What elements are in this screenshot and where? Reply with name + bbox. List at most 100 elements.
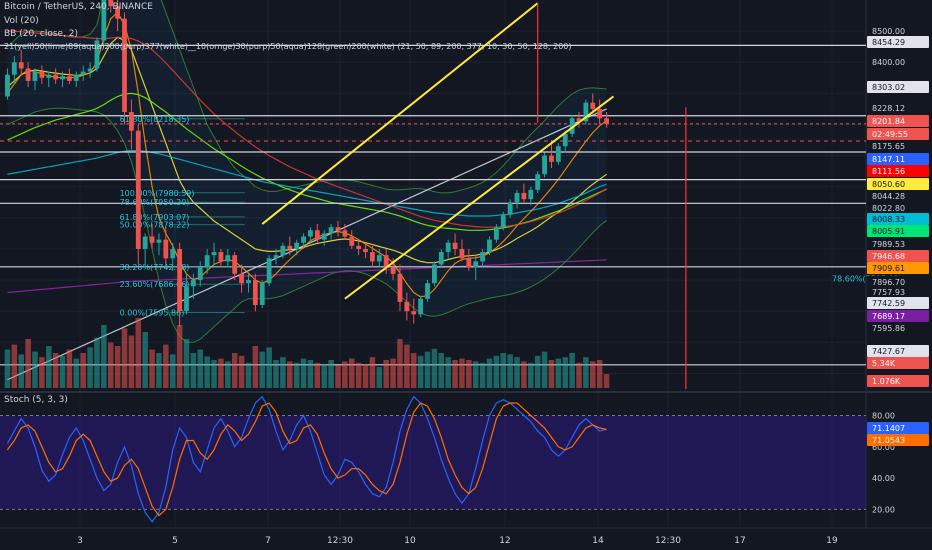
volume-bar [32,351,38,388]
volume-bar [114,346,121,388]
price-label: 8111.56 [872,167,905,176]
bollinger-indicator-label[interactable]: BB (20, close, 2) [4,29,79,39]
fib-level-label: 38.20%(7742.38) [120,263,190,272]
fib-level-label: 23.60%(7686.66) [120,280,190,289]
candle-body [431,264,437,284]
candle-body [514,192,520,203]
candle-body [252,280,258,305]
candle-body [487,239,492,253]
price-label: 1.076K [872,377,901,386]
symbol-title: Bitcoin / TetherUS, 240, BINANCE [4,2,153,12]
price-label: 8050.60 [872,180,905,189]
stochastic-indicator-label[interactable]: Stoch (5, 3, 3) [4,395,68,405]
volume-bar [404,344,410,388]
candle-body [225,255,231,262]
candle-body [273,255,279,259]
volume-bar [362,364,369,388]
candle-body [101,0,107,41]
volume-bar [259,351,265,388]
candle-body [590,102,596,109]
volume-bar [397,339,403,388]
volume-bar [521,361,527,388]
volume-indicator-label[interactable]: Vol (20) [4,16,39,26]
time-tick-label: 10 [404,536,416,546]
volume-bar [314,362,321,388]
volume-bar [231,353,238,388]
volume-bar [514,357,520,388]
candle-body [480,252,486,262]
candle-body [246,280,251,284]
fib-level-label: 78.60%(7950.20) [120,198,190,207]
price-label-box [867,81,929,93]
candle-body [87,68,93,72]
price-label-box [867,276,929,288]
volume-bar [273,360,279,388]
price-label: 7427.67 [872,347,905,356]
volume-bar [548,360,555,388]
bollinger-bands [7,0,607,343]
candle-body [177,248,183,312]
price-axis[interactable]: 8500.00 8400.00 8454.29 8303.02 8228.12 8201.… [867,27,929,514]
price-label: 5.34K [872,359,896,368]
candle-body [328,227,334,234]
candle-body [67,76,72,81]
trendline[interactable] [344,95,615,300]
volume-bar [266,347,272,388]
moving-average-line [7,259,607,294]
price-label-box [867,36,929,48]
trendline[interactable] [261,2,539,225]
trendlines[interactable] [261,2,687,389]
candle-body [25,68,31,81]
price-label: 7689.17 [872,312,905,321]
moving-average-indicator-label[interactable]: 21(yell)50(lime)89(aqua)200(purp)377(whi… [4,42,572,51]
candle-body [418,298,424,315]
stoch-line [6,395,607,523]
candle-body [190,280,196,287]
candle-body [521,192,527,200]
candlesticks [5,0,609,327]
price-label: 8228.12 [872,104,905,113]
price-label-box [867,310,929,322]
price-label: 7989.53 [872,240,905,249]
fib-level-label: 61.80%(7903.07) [120,213,190,222]
candle-body [528,189,534,200]
volume-bar [349,358,355,388]
candle-body [197,267,203,281]
price-label-box [867,322,929,334]
price-label-box [867,115,929,127]
candle-body [342,230,348,237]
volume-bar [596,360,603,388]
stoch-tick-label: 40.00 [872,474,895,483]
time-axis[interactable]: 3 5 7 12:30 10 12 14 12:30 17 19 [77,536,838,546]
volume-bar [142,332,148,388]
volume-bar [383,360,389,388]
volume-bar [445,357,451,388]
time-tick-label: 19 [826,536,838,546]
candle-body [390,267,396,274]
volume-bar [541,351,548,388]
price-label: 8175.65 [872,142,905,151]
volume-bar [438,353,445,388]
candle-body [335,227,341,231]
volume-bar [342,361,348,388]
volume-bar [507,354,513,388]
volume-bar [534,355,541,388]
volume-bar [569,353,575,388]
volume-bar [183,339,190,388]
candle-body [535,174,541,190]
candle-body [170,248,176,259]
candle-body [301,236,306,243]
price-label: 7896.70 [872,278,905,287]
volume-bar [555,358,562,388]
bollinger-upper [7,0,607,194]
candle-body [53,74,59,80]
candle-body [204,255,210,268]
price-label: 8005.91 [872,227,905,236]
fib-retracement[interactable]: 61.80%(8218.35) 100.00%(7980.59)78.60%(79… [120,115,902,318]
horizontal-levels[interactable] [0,44,866,366]
fib-level-label: 61.80%(8218.35) [120,115,190,124]
candle-body [280,245,286,256]
candle-body [542,155,547,175]
